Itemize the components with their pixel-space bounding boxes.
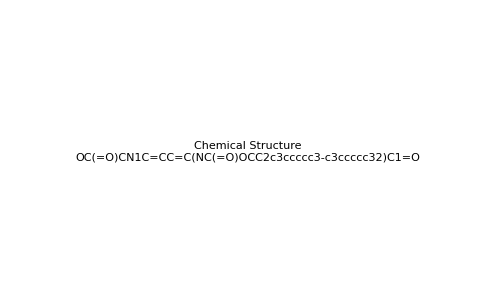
Text: Chemical Structure
OC(=O)CN1C=CC=C(NC(=O)OCC2c3ccccc3-c3ccccc32)C1=O: Chemical Structure OC(=O)CN1C=CC=C(NC(=O… xyxy=(76,141,421,162)
